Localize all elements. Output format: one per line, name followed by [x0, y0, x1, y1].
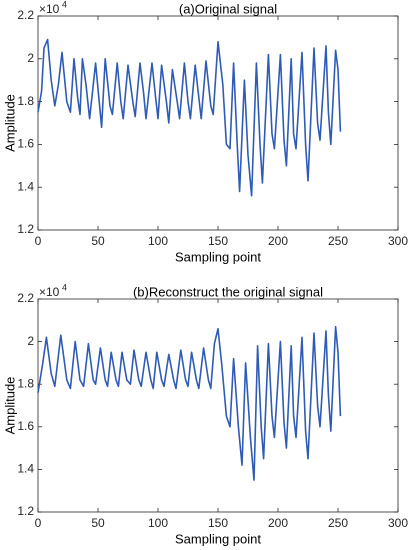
y-tick-label: 1.2 [17, 222, 34, 236]
y-scale-exponent: 4 [62, 0, 67, 9]
y-tick-label: 2.2 [17, 8, 34, 22]
x-tick-label: 250 [328, 234, 348, 248]
y-tick-label: 1.6 [17, 419, 34, 433]
y-tick-label: 1.4 [17, 179, 34, 193]
y-axis-label: Amplitude [2, 377, 17, 435]
x-tick-label: 100 [148, 516, 168, 530]
x-tick-label: 0 [35, 234, 42, 248]
y-scale-base: ×10 [39, 2, 60, 16]
chart-title: (a)Original signal [179, 1, 277, 16]
x-axis-label: Sampling point [175, 249, 261, 264]
chart-title: (b)Reconstruct the original signal [133, 284, 323, 299]
y-tick-label: 2 [27, 51, 34, 65]
x-tick-label: 200 [268, 516, 288, 530]
y-tick-label: 1.8 [17, 376, 34, 390]
x-tick-label: 300 [388, 234, 408, 248]
x-tick-label: 200 [268, 234, 288, 248]
y-tick-label: 1.4 [17, 462, 34, 476]
data-line [37, 38, 342, 197]
y-tick-label: 1.6 [17, 137, 34, 151]
y-tick-label: 1.8 [17, 94, 34, 108]
y-scale-exponent: 4 [62, 282, 67, 292]
y-scale-base: ×10 [39, 285, 60, 299]
x-tick-label: 50 [91, 516, 105, 530]
x-tick-label: 150 [208, 234, 228, 248]
x-tick-label: 0 [35, 516, 42, 530]
y-tick-label: 2.2 [17, 291, 34, 305]
y-tick-label: 1.2 [17, 504, 34, 518]
y-axis-label: Amplitude [2, 94, 17, 152]
x-tick-label: 300 [388, 516, 408, 530]
y-tick-label: 2 [27, 334, 34, 348]
x-tick-label: 150 [208, 516, 228, 530]
x-tick-label: 50 [91, 234, 105, 248]
x-tick-label: 100 [148, 234, 168, 248]
data-line [37, 325, 342, 481]
x-axis-label: Sampling point [175, 531, 261, 546]
x-tick-label: 250 [328, 516, 348, 530]
